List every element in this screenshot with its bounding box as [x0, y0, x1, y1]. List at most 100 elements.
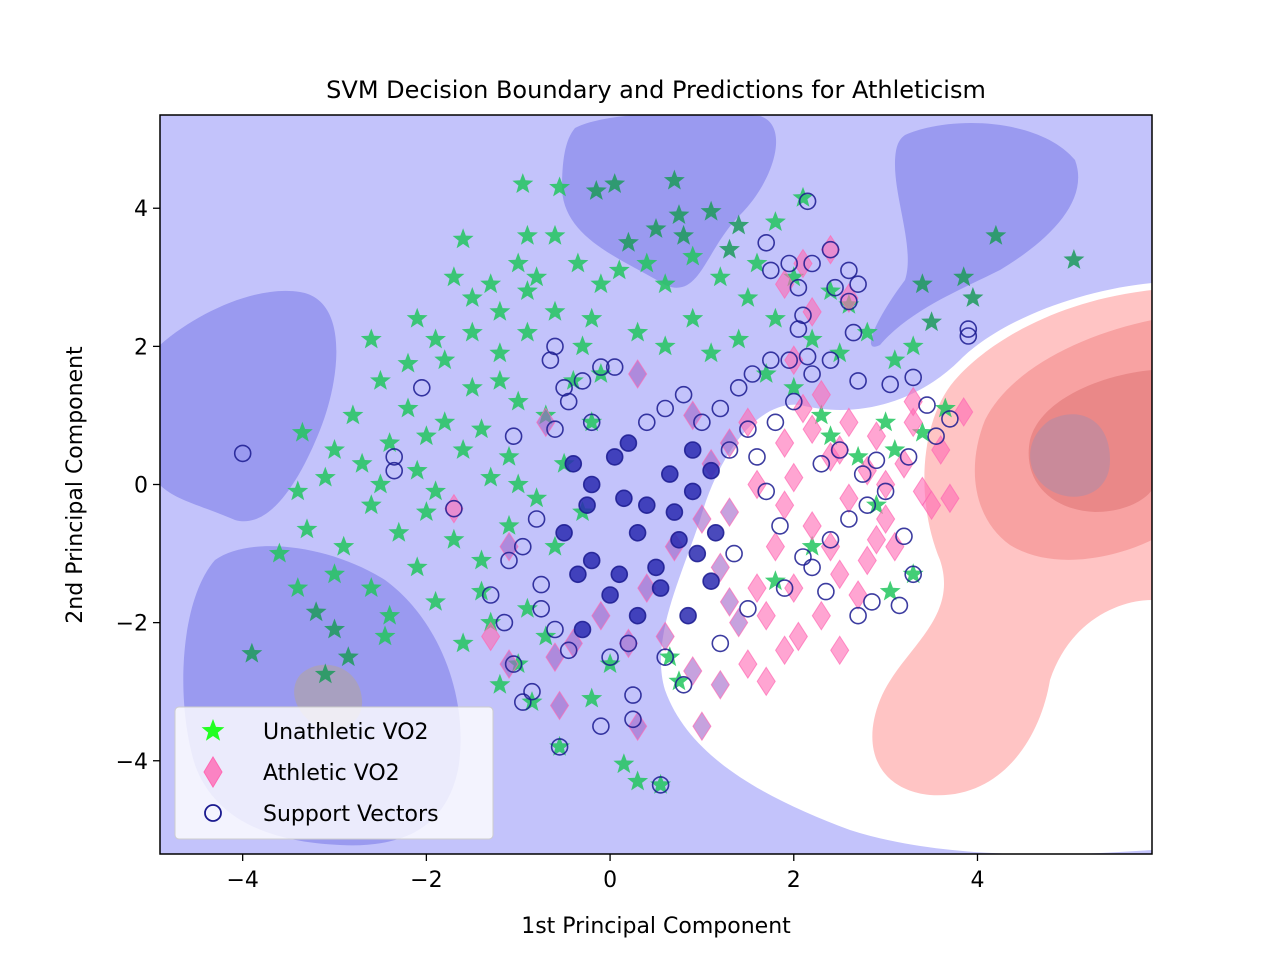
support-vector-point	[784, 392, 803, 411]
athletic-diamond-point	[903, 407, 923, 438]
unathletic-star-point	[627, 321, 649, 342]
unathletic-star-point	[668, 670, 690, 691]
unathletic-star-point	[489, 300, 511, 321]
support-vector-point	[789, 278, 808, 297]
unathletic-star-point	[374, 625, 396, 646]
athletic-diamond-point	[784, 462, 804, 493]
unathletic-star-point	[489, 342, 511, 363]
unathletic-star-point	[535, 625, 557, 646]
support-vector-point	[504, 427, 523, 446]
support-vector-point	[849, 372, 867, 390]
athletic-diamond-point	[747, 469, 767, 500]
athletic-diamond-point	[839, 283, 859, 313]
unathletic-star-point	[902, 563, 924, 584]
support-vector-points	[233, 192, 978, 794]
dark-blue-region-left	[160, 290, 337, 522]
unathletic-star-point	[268, 542, 290, 563]
athletic-diamond-point	[802, 414, 822, 445]
support-vector-point	[720, 441, 739, 459]
athletic-diamond-point	[719, 497, 740, 528]
support-vector-point	[849, 606, 867, 625]
legend-star-icon	[201, 719, 225, 741]
unathletic-star-point	[370, 369, 391, 390]
support-vector-point	[504, 655, 523, 673]
unathletic-star-point	[572, 335, 593, 356]
unathletic-star-point	[562, 369, 584, 390]
support-vector-point	[656, 648, 675, 667]
unathletic-star-point	[415, 501, 437, 521]
unathletic-star-point	[443, 266, 465, 287]
chart-title: SVM Decision Boundary and Predictions fo…	[326, 76, 986, 104]
unathletic-star-point	[985, 224, 1007, 245]
support-vector-point	[637, 496, 656, 515]
support-vector-point	[385, 448, 404, 466]
unathletic-star-point	[604, 173, 626, 193]
unathletic-star-point	[544, 300, 566, 321]
unathletic-star-point	[324, 618, 345, 639]
unathletic-star-point	[471, 580, 492, 601]
support-vector-point	[637, 413, 656, 432]
unathletic-star-point	[314, 663, 336, 684]
x-tick-label: −4	[226, 868, 258, 893]
support-vector-point	[582, 413, 601, 432]
unathletic-star-point	[613, 753, 635, 774]
unathletic-star-point	[512, 173, 534, 193]
support-vector-point	[739, 420, 757, 439]
support-vector-point	[559, 392, 578, 411]
unathletic-star-point	[489, 369, 511, 390]
support-vector-point	[628, 606, 647, 625]
unathletic-star-point	[489, 673, 511, 694]
unathletic-star-point	[599, 653, 621, 673]
unathletic-star-point	[406, 307, 428, 328]
legend-circle-icon	[204, 804, 222, 822]
support-vector-point	[523, 682, 541, 701]
support-vector-point	[812, 454, 831, 473]
athletic-diamond-point	[820, 531, 841, 562]
athletic-diamond-point	[954, 397, 974, 427]
support-vector-point	[481, 586, 500, 604]
unathletic-star-point	[415, 425, 437, 446]
unathletic-star-point	[360, 494, 382, 515]
y-tick-label: −4	[116, 750, 148, 775]
support-vector-point	[867, 451, 886, 470]
unathletic-star-point	[397, 397, 419, 418]
support-vector-point	[592, 358, 610, 376]
unathletic-star-point	[682, 307, 704, 328]
unathletic-star-point	[783, 376, 805, 397]
unathletic-star-point	[581, 307, 603, 328]
x-axis: −4 −2 0 2 4	[226, 854, 984, 893]
support-vector-point	[559, 641, 578, 660]
support-vector-point	[656, 399, 675, 418]
support-vector-point	[624, 710, 642, 729]
y-tick-label: 4	[134, 197, 148, 222]
support-vector-point	[743, 365, 762, 383]
unathletic-star-point	[452, 228, 474, 249]
unathletic-star-point	[397, 352, 419, 373]
unathletic-star-point	[764, 211, 786, 231]
athletic-diamond-point	[912, 476, 932, 507]
athletic-diamond-point	[774, 635, 795, 666]
unathletic-star-point	[379, 604, 401, 625]
support-vector-point	[513, 693, 532, 711]
athletic-diamond-point	[655, 621, 675, 652]
support-vector-point	[941, 410, 959, 428]
support-vector-point	[532, 599, 551, 618]
support-vector-point	[711, 634, 730, 653]
support-vector-point	[766, 413, 785, 432]
athletic-diamond-point	[756, 666, 776, 697]
support-vector-point	[904, 368, 923, 387]
support-vector-point	[385, 461, 404, 480]
unathletic-star-point	[461, 376, 483, 397]
unathletic-star-point	[585, 180, 607, 200]
support-vector-point	[748, 448, 766, 466]
athletic-diamond-point	[866, 524, 887, 555]
support-vector-point	[803, 558, 821, 577]
unathletic-star-point	[461, 287, 483, 307]
unathletic-star-point	[755, 363, 777, 383]
athletic-diamond-point	[692, 711, 712, 742]
athletic-diamond-point	[481, 621, 501, 652]
support-vector-point	[665, 503, 684, 521]
unathletic-star-point	[921, 311, 942, 332]
unathletic-star-point	[507, 653, 529, 673]
unathletic-star-point	[590, 363, 612, 383]
